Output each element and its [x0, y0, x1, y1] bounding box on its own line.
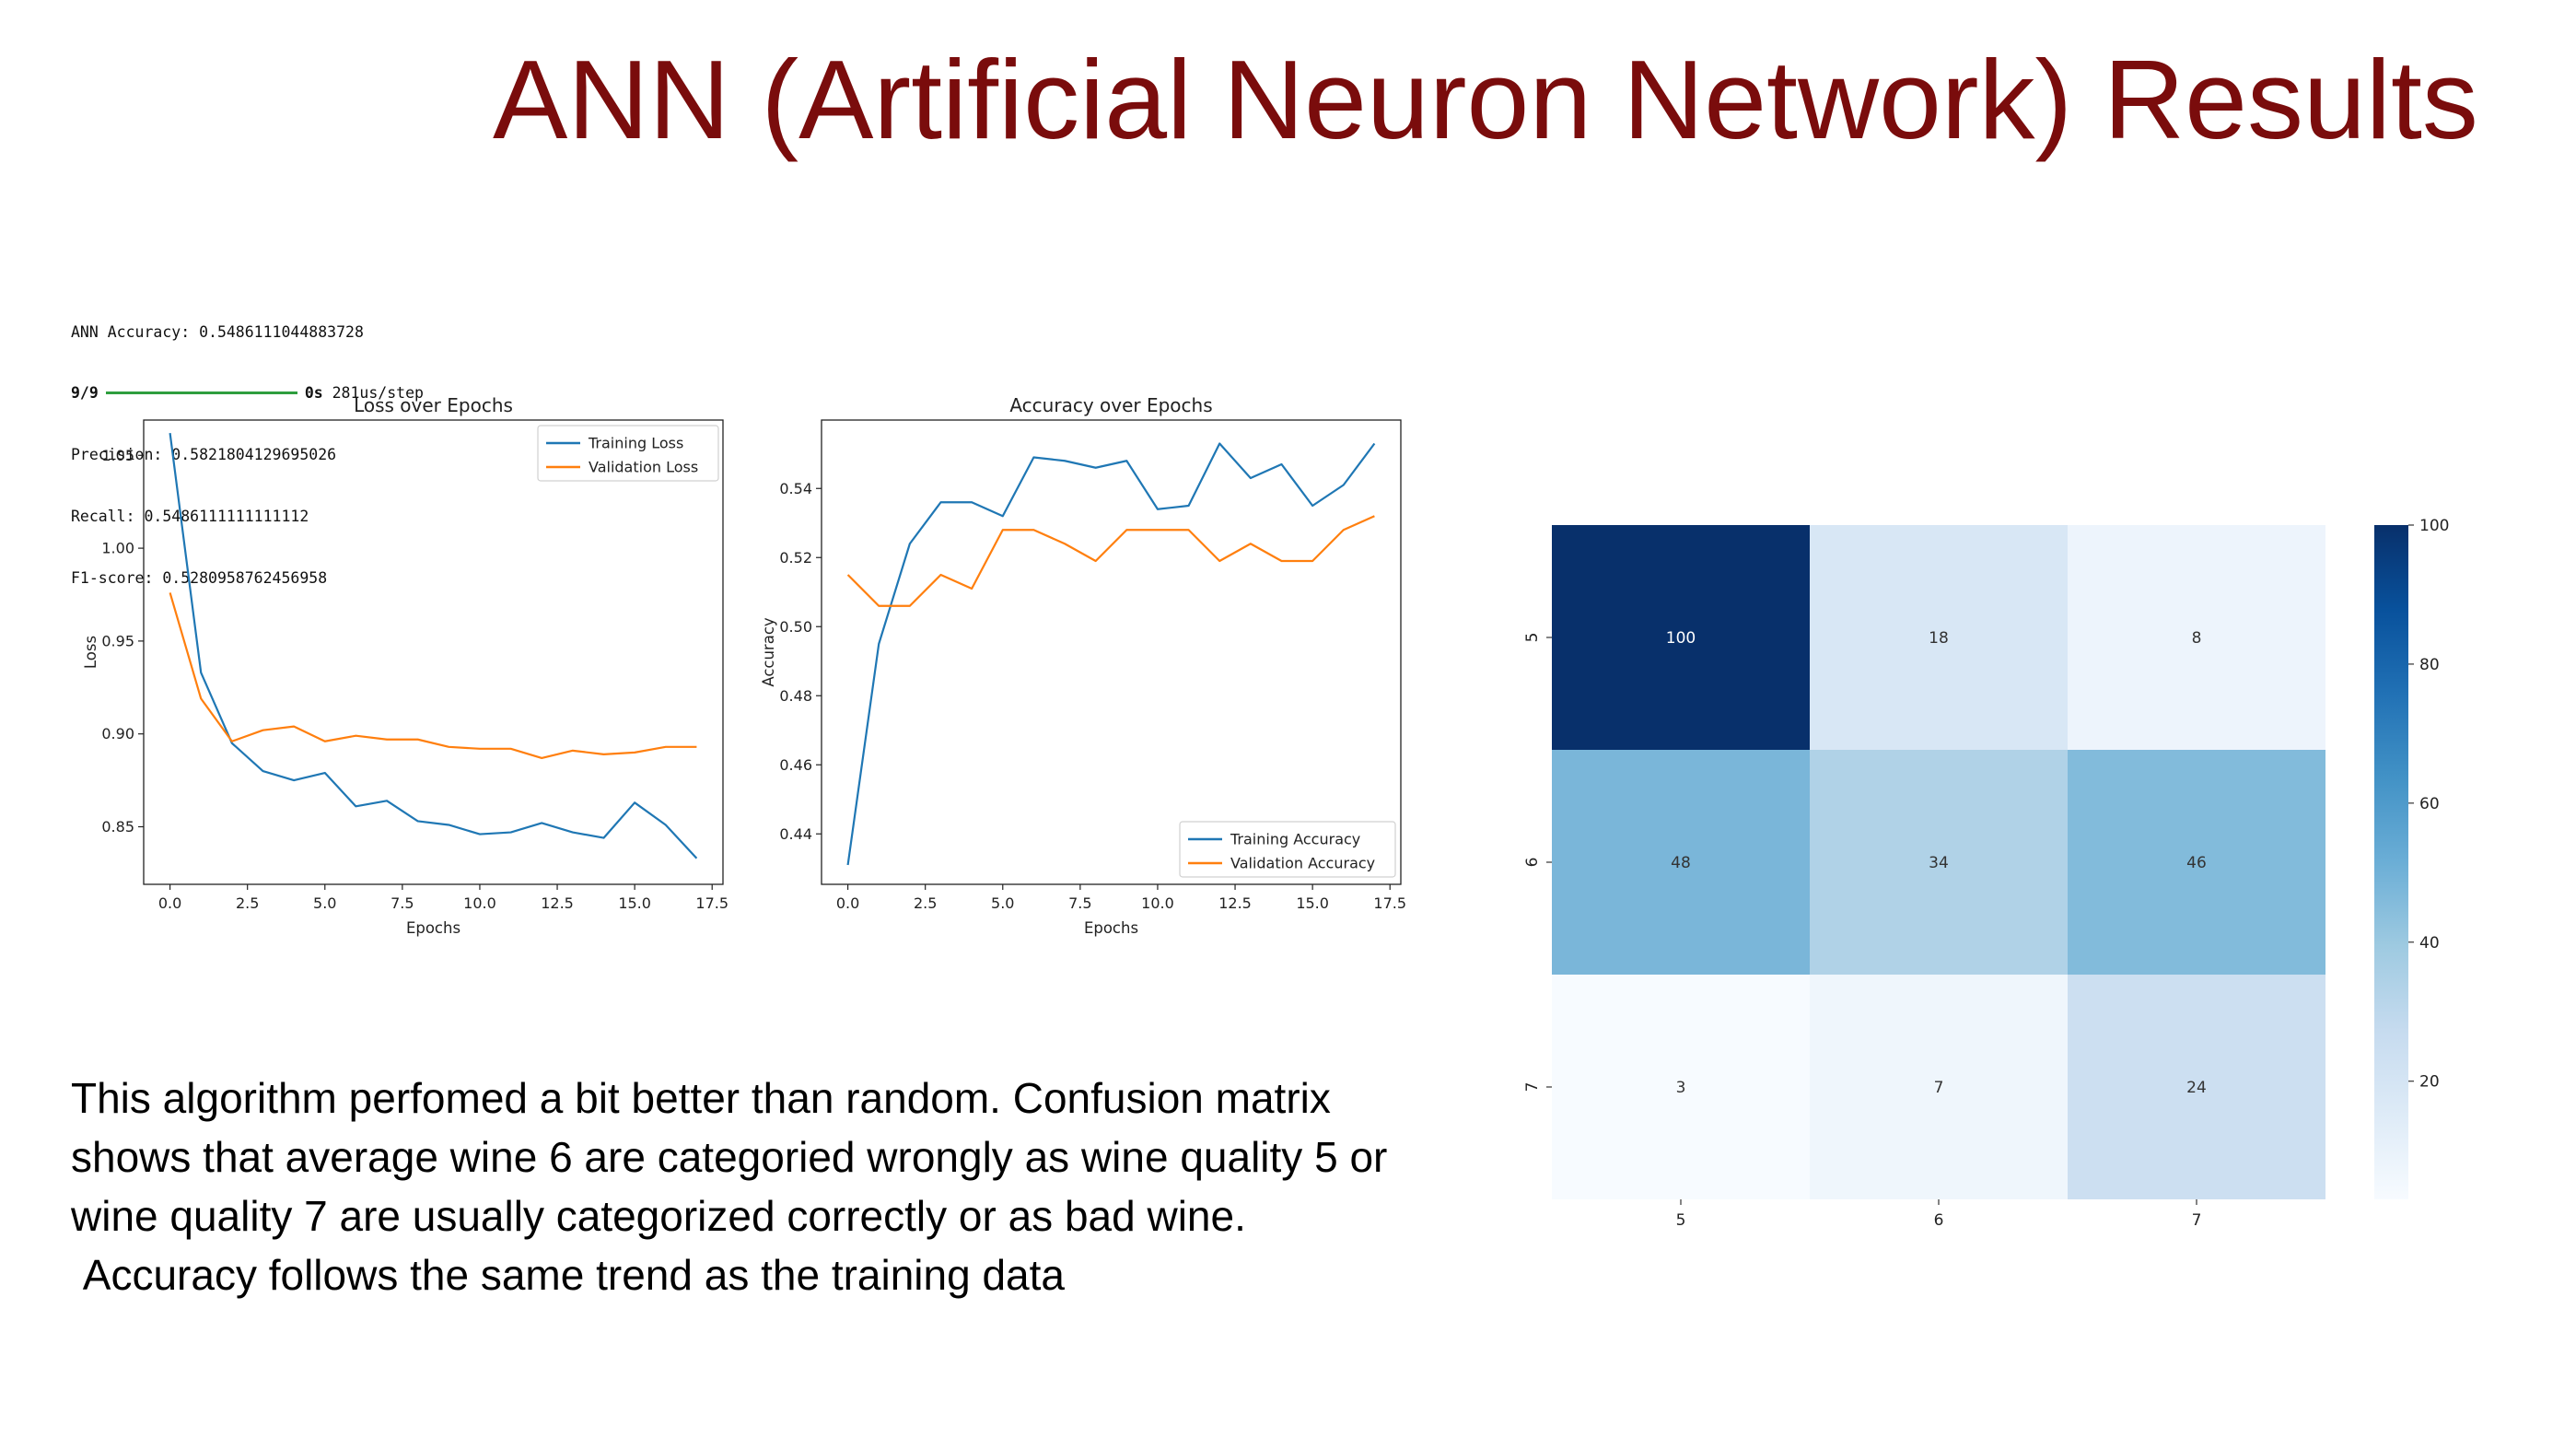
series-line-validation-loss [169, 592, 697, 760]
loss-chart: Loss over Epochs Epochs Loss 0.0 2.5 5.0 7.5 10… [82, 394, 729, 937]
x-tick-label: 2.5 [236, 894, 259, 912]
heatmap-cell-label: 100 [1666, 629, 1696, 648]
y-tick-label: 0.50 [779, 618, 812, 636]
chart-title: Loss over Epochs [354, 394, 513, 416]
heatmap-cell [2068, 750, 2325, 975]
y-axis-label: Accuracy [760, 617, 777, 687]
y-tick-label: 0.52 [779, 549, 812, 567]
heatmap-cell-label: 34 [1929, 854, 1949, 872]
body-text: This algorithm perfomed a bit better tha… [71, 1069, 1416, 1304]
x-tick-label: 15.0 [1296, 894, 1329, 912]
legend-label-validation-accuracy: Validation Accuracy [1230, 855, 1375, 872]
series-line-training-loss [169, 432, 698, 859]
series-line-training-accuracy [846, 442, 1376, 866]
heatmap-cell-label: 8 [2192, 629, 2202, 648]
legend-box [537, 425, 719, 482]
slide-title: ANN (Artificial Neuron Network) Results [493, 37, 2478, 162]
y-tick-label: 0.48 [779, 687, 812, 705]
progress-time: 0s [304, 384, 323, 403]
colorbar-tick-label: 100 [2419, 517, 2449, 535]
x-tick-label: 12.5 [541, 894, 574, 912]
heatmap-cell [1810, 750, 2068, 975]
heatmap-cell-label: 24 [2186, 1079, 2207, 1097]
y-tick-label: 0.44 [779, 825, 812, 843]
plot-frame [821, 419, 1402, 885]
legend-label-training-accuracy: Training Accuracy [1230, 831, 1360, 848]
y-tick-label: 5 [1523, 633, 1542, 643]
legend-box [1179, 821, 1396, 878]
y-axis-label: Loss [82, 636, 99, 669]
console-progress-line: 9/9 0s 281us/step [71, 383, 424, 403]
y-tick-label: 7 [1523, 1082, 1542, 1093]
x-tick-label: 5.0 [313, 894, 336, 912]
plot-frame [143, 419, 724, 885]
progress-step: 9/9 [71, 384, 99, 403]
x-tick-label: 7 [2192, 1211, 2202, 1230]
heatmap-cell [1810, 525, 2068, 750]
console-precision-line: Precision: 0.5821804129695026 [71, 446, 337, 464]
y-tick-label: 0.46 [779, 756, 812, 774]
heatmap-cell-label: 48 [1671, 854, 1691, 872]
x-axis-label: Epochs [1084, 919, 1138, 937]
x-tick-label: 7.5 [1068, 894, 1091, 912]
progress-bar [105, 391, 297, 395]
heatmap-cell-label: 7 [1934, 1079, 1944, 1097]
console-recall-line: Recall: 0.5486111111111112 [71, 508, 309, 526]
x-tick-label: 5.0 [991, 894, 1014, 912]
heatmap-cell-label: 18 [1929, 629, 1949, 648]
heatmap-cell [2068, 525, 2325, 750]
progress-rate: 281us/step [332, 384, 424, 403]
y-tick-label: 0.95 [101, 632, 134, 649]
chart-title: Accuracy over Epochs [1009, 394, 1212, 416]
colorbar-tick-label: 40 [2419, 934, 2440, 952]
x-tick-label: 0.0 [836, 894, 859, 912]
y-tick-label: 0.85 [101, 818, 134, 836]
y-tick-label: 0.54 [779, 480, 812, 497]
console-f1-line: F1-score: 0.5280958762456958 [71, 569, 328, 588]
heatmap-cell-label: 46 [2186, 854, 2207, 872]
x-tick-label: 6 [1934, 1211, 1944, 1230]
x-tick-label: 10.0 [463, 894, 496, 912]
console-accuracy-line: ANN Accuracy: 0.5486111044883728 [71, 322, 364, 341]
heatmap-cell [1810, 975, 2068, 1199]
y-tick-label: 1.00 [101, 540, 134, 557]
colorbar [2374, 525, 2408, 1199]
x-tick-label: 17.5 [695, 894, 729, 912]
x-tick-label: 5 [1676, 1211, 1686, 1230]
y-tick-label: 6 [1523, 858, 1542, 868]
x-tick-label: 15.0 [618, 894, 651, 912]
x-axis-label: Epochs [406, 919, 460, 937]
confusion-matrix-heatmap: 100 18 8 48 34 46 3 7 24 5 6 7 5 6 7 20 40 60 80 100 [1523, 517, 2449, 1230]
x-tick-label: 10.0 [1141, 894, 1174, 912]
y-tick-label: 1.05 [101, 447, 134, 464]
heatmap-cell [1552, 525, 1810, 750]
legend-label-validation-loss: Validation Loss [589, 459, 698, 476]
series-line-validation-accuracy [846, 515, 1375, 607]
heatmap-cell [2068, 975, 2325, 1199]
colorbar-tick-label: 60 [2419, 795, 2440, 813]
body-paragraph-1: This algorithm perfomed a bit better tha… [71, 1074, 1400, 1240]
colorbar-tick-label: 80 [2419, 656, 2440, 674]
x-tick-label: 12.5 [1218, 894, 1252, 912]
heatmap-cell [1552, 750, 1810, 975]
legend-label-training-loss: Training Loss [588, 435, 683, 452]
colorbar-tick-label: 20 [2419, 1073, 2440, 1092]
heatmap-cell-label: 3 [1676, 1079, 1686, 1097]
x-tick-label: 0.0 [158, 894, 181, 912]
console-output: ANN Accuracy: 0.5486111044883728 9/9 0s 2… [71, 281, 424, 610]
heatmap-cell [1552, 975, 1810, 1199]
body-paragraph-2: Accuracy follows the same trend as the t… [71, 1251, 1066, 1299]
x-tick-label: 2.5 [914, 894, 937, 912]
y-tick-label: 0.90 [101, 725, 134, 742]
x-tick-label: 7.5 [390, 894, 414, 912]
x-tick-label: 17.5 [1373, 894, 1406, 912]
accuracy-chart: Accuracy over Epochs Epochs Accuracy 0.0 2.5… [760, 394, 1406, 937]
